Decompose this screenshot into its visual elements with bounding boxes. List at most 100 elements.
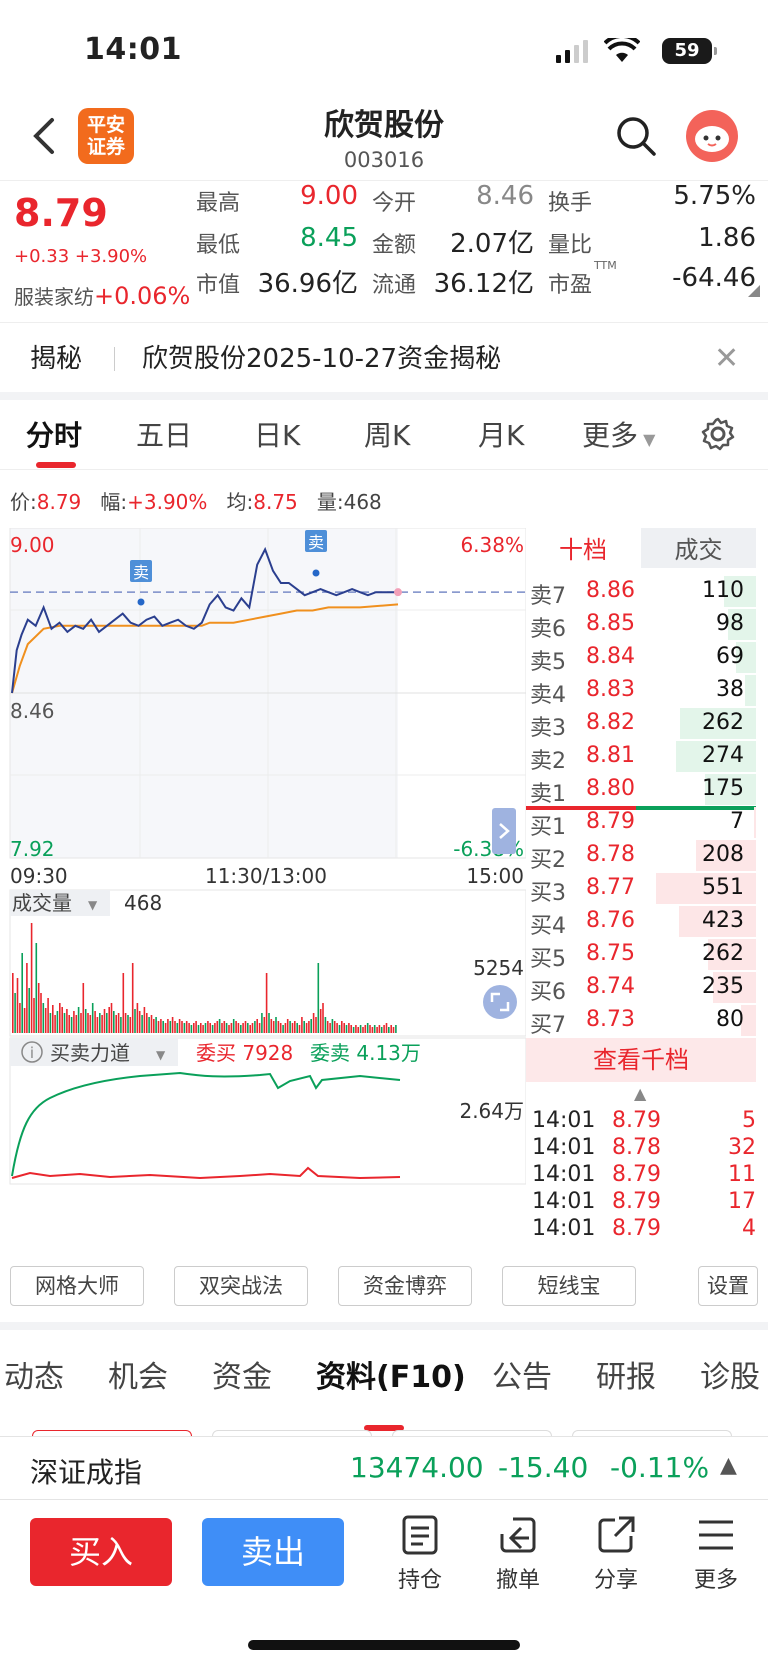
buy-button[interactable]: 买入 <box>30 1518 172 1586</box>
volume-selector[interactable] <box>10 890 110 916</box>
sell-marker-2[interactable]: 卖 <box>305 530 327 577</box>
bid-row[interactable]: 买3 8.77 551 <box>526 871 756 906</box>
volume-bar <box>268 1013 270 1033</box>
volume-bar <box>96 1017 99 1033</box>
fund-reveal-banner[interactable]: 揭秘 欣贺股份2025-10-27资金揭秘 ✕ <box>0 322 768 392</box>
expand-icon <box>490 992 510 1012</box>
tab-monthly-k[interactable]: 月K <box>478 419 525 452</box>
tab-announcements[interactable]: 公告 <box>492 1360 552 1395</box>
info-icon[interactable] <box>21 1041 43 1063</box>
tab-research[interactable]: 研报 <box>596 1360 656 1395</box>
back-icon[interactable] <box>26 112 62 160</box>
level-price: 8.74 <box>586 974 635 999</box>
order-book[interactable]: 十档 成交 卖7 8.86 110 卖6 8.85 98 卖5 8.84 69 卖4 8.83 38 卖… <box>526 528 768 1258</box>
index-ticker[interactable]: 深证成指 13474.00 -15.40 -0.11% ▲ <box>0 1436 768 1500</box>
stock-title: 欣贺股份 <box>324 108 444 143</box>
settings-gear-icon[interactable] <box>700 416 736 452</box>
volume-bar <box>256 1019 258 1033</box>
view-1000-levels-button[interactable]: 查看千档 <box>526 1038 756 1082</box>
level-price: 8.76 <box>586 908 635 933</box>
search-icon[interactable] <box>614 114 658 158</box>
tab-opportunity[interactable]: 机会 <box>108 1360 168 1395</box>
sell-button[interactable]: 卖出 <box>202 1518 344 1586</box>
avatar[interactable] <box>686 110 738 162</box>
pe-label: 市盈 <box>548 273 593 298</box>
volume-bar <box>736 642 756 673</box>
more-button[interactable]: 更多 <box>676 1514 756 1594</box>
volume-bar <box>16 978 19 1033</box>
banner-text[interactable]: 欣贺股份2025-10-27资金揭秘 <box>142 344 502 374</box>
level-label: 卖4 <box>530 683 566 708</box>
turnover-label: 换手 <box>548 191 593 216</box>
ask-row[interactable]: 卖6 8.85 98 <box>526 607 756 642</box>
strategy-settings-button[interactable]: 设置 <box>698 1266 758 1306</box>
volume-bar <box>745 675 756 706</box>
stock-code: 003016 <box>343 148 425 172</box>
tab-daily-k[interactable]: 日K <box>254 419 301 452</box>
tab-intraday[interactable]: 分时 <box>26 419 83 452</box>
intraday-chart[interactable]: 卖 卖 9.00 8.46 7.92 6.38% -6.38% 09:30 11… <box>0 528 526 1258</box>
ask-row[interactable]: 卖7 8.86 110 <box>526 574 756 609</box>
expand-panel-button[interactable] <box>492 808 516 854</box>
tick-row: 14:01 8.79 17 <box>532 1189 756 1217</box>
volume-bar <box>225 1023 228 1033</box>
bid-row[interactable]: 买6 8.74 235 <box>526 970 756 1005</box>
caret-up-icon[interactable]: ▲ <box>720 1453 737 1478</box>
volume-bar <box>294 1021 296 1033</box>
level-price: 8.86 <box>586 578 635 603</box>
share-button[interactable]: 分享 <box>576 1514 656 1594</box>
volume-bar <box>244 1021 247 1033</box>
home-indicator[interactable] <box>248 1640 520 1650</box>
tab-f10[interactable]: 资料(F10) <box>316 1360 466 1395</box>
expand-corner-icon[interactable] <box>748 285 760 297</box>
volume-bar <box>188 1023 190 1033</box>
tab-diagnosis[interactable]: 诊股 <box>700 1360 760 1395</box>
volume-bar <box>348 1023 350 1033</box>
volume-bar <box>209 1023 211 1033</box>
volume-bar <box>373 1025 376 1033</box>
close-icon[interactable]: ✕ <box>714 341 740 376</box>
amount-value: 2.07亿 <box>450 229 534 259</box>
volume-bar <box>329 1023 331 1033</box>
sell-marker-1[interactable]: 卖 <box>130 560 152 606</box>
volume-bar <box>676 741 756 772</box>
fund-game-button[interactable]: 资金博弈 <box>338 1266 472 1306</box>
ask-row[interactable]: 卖3 8.82 262 <box>526 706 756 741</box>
volume-bar <box>169 1021 172 1033</box>
tab-ten-levels[interactable]: 十档 <box>559 536 607 564</box>
sector-change[interactable]: 服装家纺+0.06% <box>14 282 191 310</box>
volume-bar <box>54 1015 56 1033</box>
volume-bar <box>284 1023 287 1033</box>
fullscreen-button[interactable] <box>483 985 517 1019</box>
short-line-button[interactable]: 短线宝 <box>502 1266 636 1306</box>
bid-row[interactable]: 买2 8.78 208 <box>526 838 756 873</box>
broker-logo[interactable]: 平安 证券 <box>78 108 134 164</box>
ask-row[interactable]: 卖4 8.83 38 <box>526 673 756 708</box>
bid-row[interactable]: 买7 8.73 80 <box>526 1003 756 1038</box>
volume-bar <box>258 1023 261 1033</box>
bid-row[interactable]: 买1 8.79 7 <box>526 805 756 840</box>
caret-up-icon[interactable]: ▲ <box>634 1084 647 1103</box>
double-breakout-button[interactable]: 双突战法 <box>174 1266 308 1306</box>
bid-row[interactable]: 买4 8.76 423 <box>526 904 756 939</box>
level-volume: 551 <box>702 875 744 900</box>
tab-trades[interactable]: 成交 <box>641 528 756 568</box>
cancel-order-button[interactable]: 撤单 <box>478 1514 558 1594</box>
bid-row[interactable]: 买5 8.75 262 <box>526 937 756 972</box>
level-label: 买3 <box>530 881 566 906</box>
tab-weekly-k[interactable]: 周K <box>364 419 411 452</box>
sub-tab-stub <box>32 1430 192 1436</box>
grid-master-button[interactable]: 网格大师 <box>10 1266 144 1306</box>
ask-row[interactable]: 卖1 8.80 175 <box>526 772 756 807</box>
tab-more[interactable]: 更多 ▼ <box>582 419 656 452</box>
ask-row[interactable]: 卖5 8.84 69 <box>526 640 756 675</box>
volume-bar <box>26 963 28 1033</box>
volume-panel-frame <box>9 889 526 1037</box>
tab-five-day[interactable]: 五日 <box>136 419 193 452</box>
ask-row[interactable]: 卖2 8.81 274 <box>526 739 756 774</box>
volume-bar <box>221 1023 223 1033</box>
holdings-button[interactable]: 持仓 <box>380 1514 460 1594</box>
tab-news[interactable]: 动态 <box>4 1360 64 1395</box>
tab-funds[interactable]: 资金 <box>212 1360 272 1395</box>
force-selector[interactable] <box>10 1038 178 1066</box>
